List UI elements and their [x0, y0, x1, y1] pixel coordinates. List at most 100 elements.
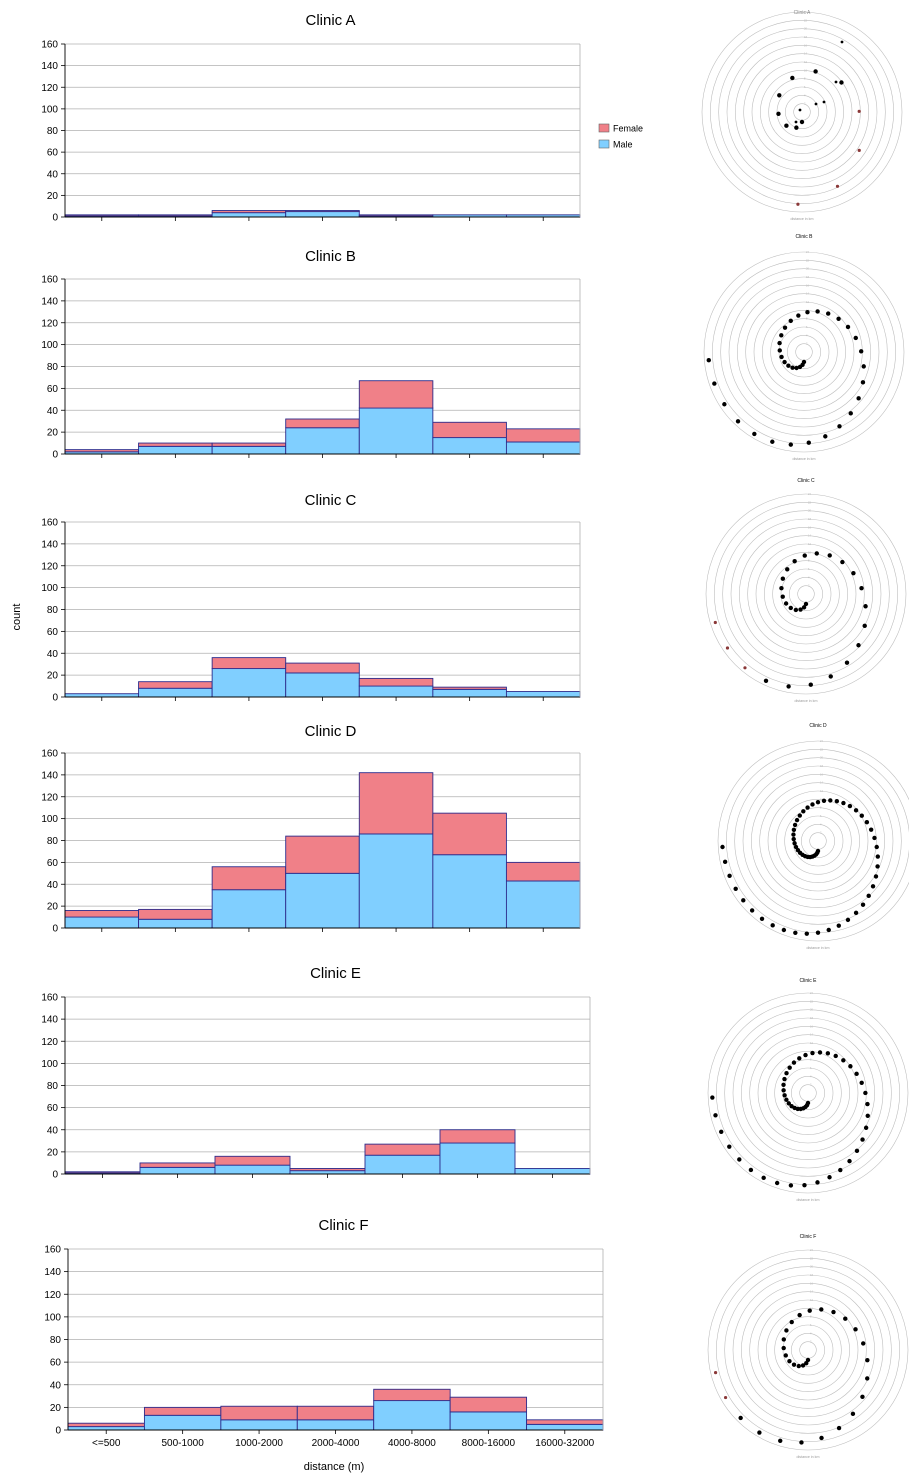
polar-point [807, 1308, 812, 1313]
polar-point [853, 1327, 858, 1332]
bar-male [289, 1170, 366, 1175]
polar-tick-label: 22 [804, 18, 807, 22]
polar-ring [784, 807, 852, 875]
polar-ring [724, 1009, 892, 1177]
bar-male [505, 441, 581, 455]
bar-male [514, 1168, 591, 1175]
polar-point [875, 854, 880, 859]
bar-male [432, 854, 507, 929]
polar-point [790, 75, 795, 81]
y-tick-label: 100 [41, 1059, 58, 1070]
y-tick-label: 0 [52, 213, 58, 224]
y-tick-label: 0 [52, 1170, 58, 1181]
polar-point [872, 835, 877, 841]
bar-male [143, 1414, 222, 1431]
polar-point [781, 1337, 786, 1342]
y-tick-label: 140 [41, 770, 58, 781]
x-axis-label: distance (m) [304, 1461, 365, 1473]
bar-male [211, 889, 287, 929]
bar-male [285, 211, 360, 218]
polar-ring [785, 95, 819, 129]
polar-ring [809, 832, 827, 850]
bar-female [214, 1155, 291, 1166]
polar-point [831, 1309, 836, 1315]
polar-point [853, 808, 859, 813]
y-tick-label: 0 [55, 1426, 61, 1437]
bar-female [143, 1406, 222, 1416]
x-tick-label: 1000-2000 [235, 1438, 283, 1449]
polar-ring [755, 543, 857, 645]
bar-female [358, 380, 434, 409]
polar-tick-label: 22 [810, 999, 813, 1003]
polar-point [779, 585, 784, 591]
bar-female [285, 662, 360, 674]
bar-female [211, 657, 287, 670]
polar-point [865, 1376, 870, 1381]
chart-title: Clinic F [318, 1217, 368, 1234]
polar-point [860, 902, 866, 907]
legend-male-label: Male [613, 140, 633, 150]
polar-point [713, 1371, 718, 1375]
bar-male [439, 1142, 516, 1175]
y-tick-label: 40 [47, 649, 59, 660]
polar-point [833, 1053, 838, 1059]
polar-caption: distance in km [793, 457, 816, 461]
polar-point [805, 310, 810, 315]
bar-male [285, 872, 360, 929]
y-tick-label: 80 [47, 126, 59, 137]
bar-male [138, 445, 213, 455]
polar-ring [757, 1042, 859, 1144]
polar-point [875, 864, 880, 869]
polar-ring [743, 53, 861, 171]
polar-tick-label: 8 [810, 1315, 812, 1319]
polar-ring [710, 20, 894, 204]
polar-point [770, 923, 775, 928]
polar-tick-label: 2 [810, 1083, 812, 1087]
polar-point [848, 1064, 853, 1069]
polar-point [783, 1353, 788, 1358]
polar-point [815, 309, 820, 314]
chart-title: Clinic C [305, 492, 357, 509]
polar-ring [716, 1258, 900, 1442]
polar-point [843, 1316, 848, 1321]
polar-point [804, 931, 809, 936]
polar-point [792, 822, 798, 828]
bar-female [138, 214, 213, 217]
polar-point [781, 1088, 786, 1093]
polar-point [792, 841, 797, 846]
polar-point [815, 799, 821, 805]
polar-tick-label: 20 [810, 1008, 813, 1012]
polar-point [834, 80, 838, 84]
y-tick-label: 120 [41, 792, 58, 803]
polar-point [802, 553, 807, 558]
bar-male [64, 693, 140, 698]
polar-point [713, 620, 717, 625]
polar-point [752, 431, 757, 437]
polar-point [810, 1050, 815, 1056]
y-tick-label: 60 [47, 1103, 59, 1114]
polar-point [836, 1425, 842, 1431]
polar-ring [749, 1291, 867, 1409]
polar-tick-label: 8 [820, 806, 822, 810]
polar-caption: distance in km [795, 699, 818, 703]
polar-point [778, 1438, 783, 1443]
y-tick-label: 60 [47, 148, 59, 159]
polar-tick-label: 22 [820, 747, 823, 751]
polar-ring [741, 1283, 875, 1417]
bar-female [64, 910, 140, 918]
polar-point [841, 800, 846, 806]
polar-ring [792, 815, 844, 867]
polar-point [865, 1357, 870, 1363]
polar-point [735, 419, 741, 424]
polar-point [803, 1052, 808, 1058]
bar-female [432, 686, 507, 690]
polar-point [866, 893, 871, 899]
y-tick-label: 0 [52, 924, 58, 935]
polar-title: Clinic A [794, 10, 811, 16]
polar-tick-label: 14 [808, 534, 811, 538]
polar-ring [751, 774, 885, 908]
polar-ring [742, 765, 894, 917]
polar-tick-label: 22 [810, 1256, 813, 1260]
